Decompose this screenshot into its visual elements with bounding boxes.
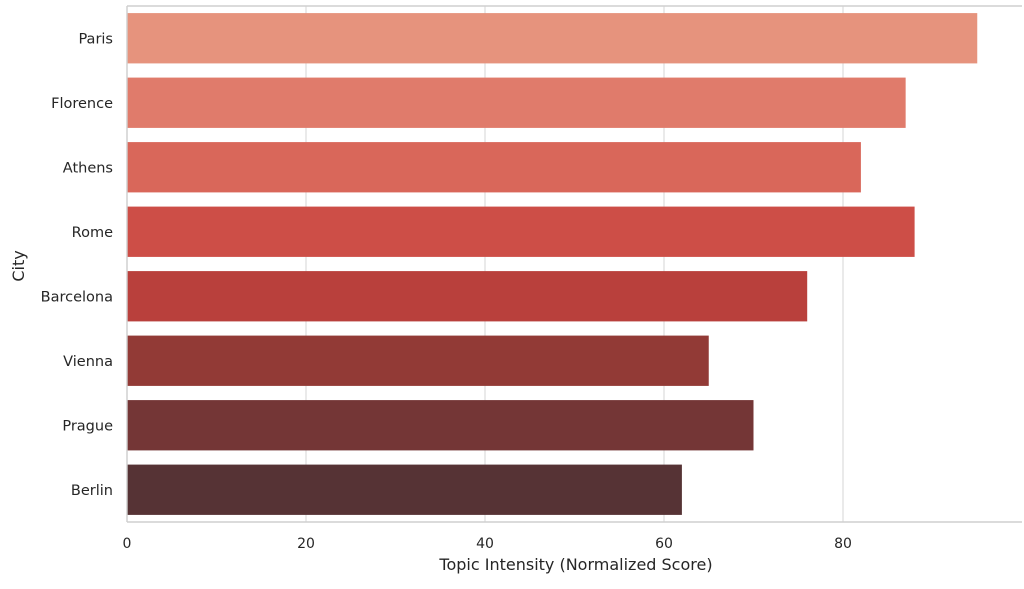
y-tick-label-rome: Rome	[72, 225, 113, 241]
y-tick-label-barcelona: Barcelona	[41, 289, 113, 305]
x-tick-label-0: 0	[123, 536, 132, 552]
y-tick-label-florence: Florence	[51, 96, 113, 112]
bars	[127, 13, 978, 515]
bar-barcelona	[127, 271, 808, 322]
y-tick-label-vienna: Vienna	[63, 354, 113, 370]
x-tick-label-40: 40	[476, 536, 494, 552]
bar-athens	[127, 142, 861, 193]
y-tick-labels: Paris Florence Athens Rome Barcelona Vienna Pr…	[41, 31, 113, 499]
y-axis-label: City	[9, 250, 28, 281]
bar-rome	[127, 206, 915, 257]
y-tick-label-paris: Paris	[78, 31, 113, 47]
bar-berlin	[127, 464, 682, 515]
x-axis-label: Topic Intensity (Normalized Score)	[438, 555, 712, 574]
x-tick-label-60: 60	[655, 536, 673, 552]
bar-paris	[127, 13, 978, 64]
plot-frame	[126, 5, 1022, 523]
x-tick-label-20: 20	[297, 536, 315, 552]
x-tick-label-80: 80	[834, 536, 852, 552]
bar-vienna	[127, 335, 709, 386]
y-tick-label-prague: Prague	[62, 418, 113, 434]
bar-florence	[127, 77, 906, 128]
x-tick-labels: 0 20 40 60 80	[123, 536, 852, 552]
y-tick-label-athens: Athens	[63, 160, 113, 176]
y-tick-label-berlin: Berlin	[71, 483, 113, 499]
bar-prague	[127, 400, 754, 451]
